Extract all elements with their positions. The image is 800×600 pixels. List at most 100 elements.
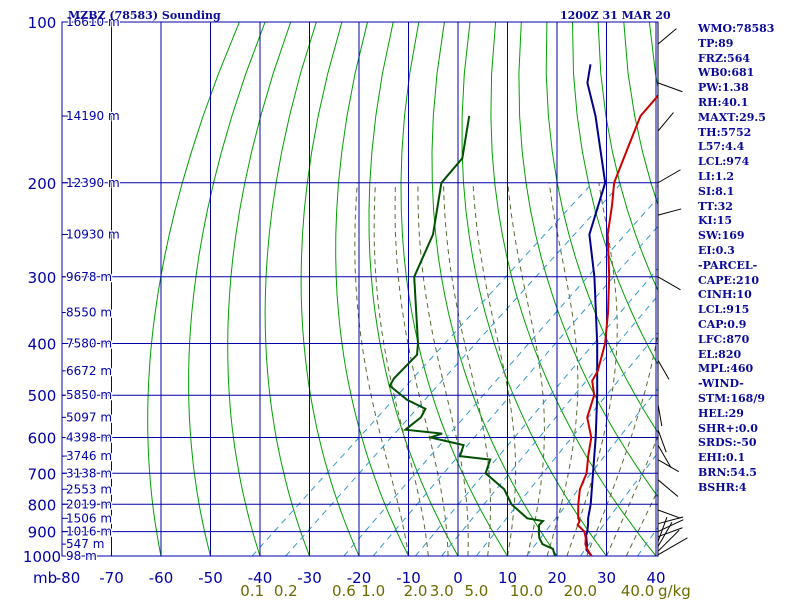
pressure-tick-label: 300 (28, 269, 57, 287)
height-label: 16610 m (66, 15, 120, 29)
mixing-ratio-line (441, 294, 658, 556)
wind-barb (657, 459, 680, 473)
index-item: TT:32 (698, 199, 733, 213)
wind-barb (657, 527, 683, 538)
wind-barb (657, 360, 670, 380)
index-item: SRDS:-50 (698, 436, 757, 450)
moist-adiabat-line (566, 182, 618, 556)
index-item: EHI:0.1 (698, 451, 746, 465)
index-item: L57:4.4 (698, 140, 745, 154)
mixing-ratio-label: 3.0 (430, 582, 454, 600)
dry-adiabat-line (400, 22, 508, 556)
mixing-ratio-label: 0.6 (332, 582, 356, 600)
height-label: 98 m (66, 549, 97, 563)
index-item: SW:169 (698, 229, 745, 243)
dry-adiabat-line (597, 22, 658, 292)
moist-adiabat-line (546, 182, 579, 556)
temperature-tick-label: 10 (498, 569, 517, 587)
wind-barb (657, 208, 682, 216)
height-label: 5097 m (66, 410, 112, 424)
axes: 0.1 0.2 0.6 1.0 2.0 3.0 5.0 10.0 20.0 40.0 g/kg100… (23, 14, 691, 600)
index-item: MAXT:29.5 (698, 110, 766, 124)
pressure-tick-label: 1000 (23, 548, 61, 566)
moist-adiabat-line (373, 182, 429, 556)
index-item: CINH:10 (698, 288, 752, 302)
index-item: LCL:915 (698, 303, 750, 317)
index-item: LCL:974 (698, 155, 750, 169)
height-label: 3138 m (66, 466, 112, 480)
index-item: CAPE:210 (698, 273, 759, 287)
pressure-tick-label: 100 (28, 14, 57, 32)
index-item: HEL:29 (698, 406, 744, 420)
pressure-tick-label: 500 (28, 387, 57, 405)
mixing-ratio-label: 2.0 (404, 582, 428, 600)
height-label: 5850 m (66, 388, 112, 402)
dry-adiabat-line (778, 22, 800, 556)
pressure-tick-label: 400 (28, 336, 57, 354)
sounding-curves (388, 64, 658, 556)
mixing-ratio-line (251, 182, 593, 556)
wind-barb (657, 444, 672, 468)
wind-barb (657, 509, 681, 519)
index-item: LI:1.2 (698, 169, 735, 183)
mixing-ratio-label: 10.0 (510, 582, 543, 600)
wind-barb (657, 404, 663, 427)
wind-barb (657, 479, 679, 497)
pressure-tick-label: 700 (28, 465, 57, 483)
moist-adiabat-line (354, 182, 409, 556)
temperature-tick-label: -80 (56, 569, 81, 587)
height-label: 14190 m (66, 109, 120, 123)
index-item: SI:8.1 (698, 184, 735, 198)
temperature-tick-label: 0 (453, 569, 463, 587)
wind-barb (657, 82, 683, 93)
height-label: 2019 m (66, 497, 112, 511)
pressure-unit-label: mb (33, 569, 57, 587)
moist-adiabat-line (507, 182, 545, 556)
height-label: 6672 m (66, 364, 112, 378)
moist-adiabat-line (625, 488, 658, 556)
index-item: WB0:681 (698, 66, 755, 80)
index-item: LFC:870 (698, 332, 750, 346)
index-item: PW:1.38 (698, 81, 749, 95)
height-label: 547 m (66, 537, 104, 551)
temperature-tick-label: 30 (597, 569, 616, 587)
mixing-ratio-label: 40.0 (621, 582, 654, 600)
pressure-tick-label: 600 (28, 430, 57, 448)
temperature-tick-label: 40 (646, 569, 665, 587)
height-label: 9678 m (66, 270, 112, 284)
height-label: 7580 m (66, 337, 112, 351)
temperature-tick-label: -30 (297, 569, 322, 587)
index-item: FRZ:564 (698, 51, 751, 65)
dry-adiabat-line (335, 22, 409, 556)
mixing-ratio-line (372, 225, 658, 556)
height-label: 10930 m (66, 227, 120, 241)
wind-barb (657, 429, 667, 453)
dry-adiabat-line (490, 22, 657, 556)
moist-adiabat-line (443, 182, 492, 556)
index-item: SHR+:0.0 (698, 421, 758, 435)
wind-barb (657, 519, 684, 533)
index-item: WMO:78583 (698, 22, 775, 35)
height-label: 1506 m (66, 511, 112, 525)
wind-barb (657, 112, 674, 132)
dewpoint-curve (388, 115, 556, 556)
mixing-ratio-label: 0.2 (274, 582, 298, 600)
mixing-ratio-label: 0.1 (240, 582, 264, 600)
index-item: EL:820 (698, 347, 742, 361)
wind-barb (657, 537, 688, 556)
mixing-ratio-label: 5.0 (464, 582, 488, 600)
wind-barbs (657, 22, 688, 556)
index-item: -PARCEL- (698, 258, 758, 272)
index-item: RH:40.1 (698, 95, 749, 109)
height-label: 2553 m (66, 482, 112, 496)
valid-time: 1200Z 31 MAR 20 (560, 9, 671, 22)
index-item: STM:168/9 (698, 391, 765, 405)
index-item: MPL:460 (698, 362, 754, 376)
mixing-ratio-line (415, 267, 658, 556)
index-item: EI:0.3 (698, 243, 735, 257)
dry-adiabat-line (431, 22, 558, 556)
index-item: -WIND- (698, 377, 744, 391)
index-item: BSHR:4 (698, 480, 747, 494)
index-item: TH:5752 (698, 125, 752, 139)
